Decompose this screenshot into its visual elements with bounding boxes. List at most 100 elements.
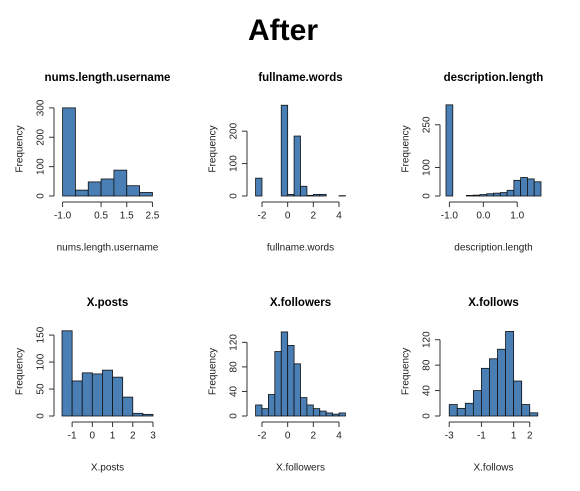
- y-tick-label: 0: [36, 193, 47, 199]
- bar: [472, 194, 481, 197]
- y-tick-label: 80: [422, 359, 433, 371]
- page-title: After: [248, 14, 318, 47]
- bar: [465, 195, 474, 197]
- bar: [132, 412, 144, 417]
- y-tick-label: 80: [229, 361, 240, 373]
- x-axis-label: description.length: [454, 243, 532, 254]
- bar: [91, 373, 103, 417]
- x-axis-label: X.followers: [276, 463, 325, 474]
- x-tick-label: 1.5: [120, 211, 134, 222]
- bar: [513, 179, 522, 197]
- x-tick-label: -3: [445, 431, 454, 442]
- bar: [87, 181, 102, 197]
- y-axis-label: Frequency: [401, 125, 412, 172]
- x-axis-label: nums.length.username: [57, 243, 159, 254]
- bar: [481, 367, 490, 417]
- bar: [61, 330, 73, 417]
- panel-title: X.posts: [87, 297, 129, 309]
- y-tick-label: 0: [422, 413, 433, 419]
- x-tick-label: 1: [110, 431, 116, 442]
- bar: [456, 407, 466, 417]
- y-axis-label: Frequency: [208, 125, 219, 172]
- bar: [479, 194, 488, 197]
- bar: [338, 412, 346, 417]
- bar: [312, 193, 321, 197]
- bar: [75, 189, 89, 197]
- x-tick-label: 1.0: [510, 211, 524, 222]
- y-tick-label: 40: [422, 385, 433, 397]
- x-tick-label: 0.5: [94, 211, 108, 222]
- x-tick-label: 2: [311, 431, 317, 442]
- bar: [142, 413, 154, 417]
- x-tick-label: 4: [336, 431, 342, 442]
- bar: [300, 185, 308, 197]
- bar: [472, 390, 482, 417]
- y-tick-label: 100: [422, 159, 433, 176]
- bar: [312, 408, 321, 417]
- bar: [287, 345, 295, 417]
- bar: [71, 380, 83, 417]
- panel-title: X.follows: [468, 297, 518, 309]
- bar: [486, 193, 494, 197]
- x-tick-label: -1: [68, 431, 77, 442]
- y-tick-label: 150: [36, 326, 47, 343]
- bar: [81, 372, 93, 417]
- bar: [533, 181, 542, 197]
- x-tick-label: 0: [90, 431, 96, 442]
- y-axis-label: Frequency: [15, 348, 26, 395]
- bar: [126, 185, 140, 197]
- y-tick-label: 100: [229, 155, 240, 172]
- bar: [520, 177, 528, 197]
- y-tick-label: 0: [229, 193, 240, 199]
- y-tick-label: 40: [229, 385, 240, 397]
- panel-title: nums.length.username: [45, 72, 171, 84]
- y-axis-label: Frequency: [401, 348, 412, 395]
- bar: [113, 169, 128, 197]
- y-tick-label: 120: [229, 334, 240, 351]
- x-axis-label: X.posts: [91, 463, 124, 474]
- bar: [493, 192, 501, 197]
- bar: [325, 412, 333, 417]
- bar: [62, 107, 76, 197]
- bar: [274, 351, 282, 417]
- bar: [255, 177, 263, 197]
- bar: [448, 404, 458, 417]
- bar: [527, 178, 535, 197]
- bar: [529, 412, 539, 417]
- x-axis-label: X.follows: [473, 463, 513, 474]
- panel-title: description.length: [444, 72, 544, 84]
- x-tick-label: -2: [258, 211, 267, 222]
- x-tick-label: 1: [511, 431, 517, 442]
- x-tick-label: 0: [285, 431, 291, 442]
- x-tick-label: -1: [477, 431, 486, 442]
- x-tick-label: -1.0: [54, 211, 72, 222]
- bar: [306, 404, 314, 417]
- x-tick-label: 0.0: [476, 211, 490, 222]
- bar: [464, 402, 474, 417]
- y-axis-label: Frequency: [208, 348, 219, 395]
- y-tick-label: 100: [36, 353, 47, 370]
- x-tick-label: 2: [527, 431, 533, 442]
- y-tick-label: 100: [36, 158, 47, 175]
- bar: [499, 192, 508, 197]
- y-tick-label: 50: [36, 383, 47, 395]
- bar: [293, 135, 301, 197]
- y-tick-label: 250: [422, 116, 433, 133]
- panel-title: X.followers: [270, 297, 331, 309]
- bar: [497, 348, 506, 417]
- bar: [521, 404, 531, 417]
- bar: [506, 189, 515, 197]
- bar: [445, 104, 454, 197]
- bar: [287, 193, 295, 197]
- y-tick-label: 120: [422, 331, 433, 348]
- x-tick-label: 2: [311, 211, 317, 222]
- bar: [293, 363, 301, 417]
- y-tick-label: 0: [422, 193, 433, 199]
- panel-title: fullname.words: [258, 72, 342, 84]
- x-axis-label: fullname.words: [267, 243, 334, 254]
- bar: [102, 369, 113, 417]
- x-tick-label: 2: [130, 431, 136, 442]
- y-tick-label: 300: [36, 99, 47, 116]
- bar: [332, 413, 340, 417]
